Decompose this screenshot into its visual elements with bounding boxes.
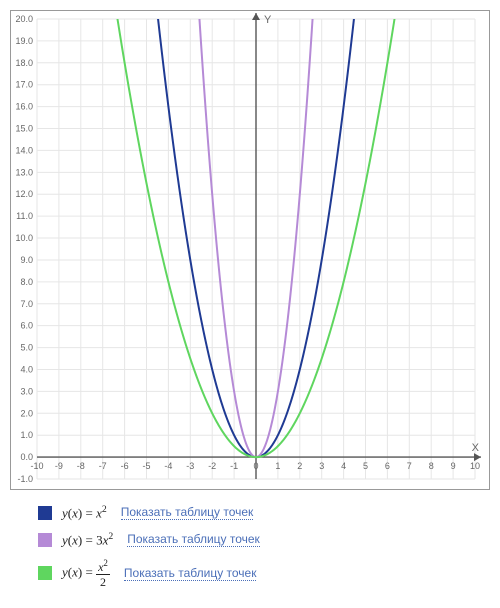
svg-text:9.0: 9.0 — [20, 255, 33, 265]
svg-text:-6: -6 — [121, 461, 129, 471]
svg-text:0: 0 — [253, 461, 258, 471]
svg-text:6.0: 6.0 — [20, 321, 33, 331]
svg-text:12.0: 12.0 — [15, 189, 33, 199]
chart-container: -10-9-8-7-6-5-4-3-2-1012345678910-1.00.0… — [10, 10, 490, 490]
svg-text:6: 6 — [385, 461, 390, 471]
svg-text:20.0: 20.0 — [15, 14, 33, 24]
svg-text:X: X — [472, 442, 480, 454]
legend-swatch — [38, 566, 52, 580]
svg-text:13.0: 13.0 — [15, 167, 33, 177]
svg-text:9: 9 — [451, 461, 456, 471]
svg-text:-2: -2 — [208, 461, 216, 471]
legend: y(x) = x2 Показать таблицу точек y(x) = … — [10, 504, 488, 588]
svg-text:3.0: 3.0 — [20, 386, 33, 396]
svg-text:Y: Y — [264, 14, 272, 26]
svg-text:18.0: 18.0 — [15, 58, 33, 68]
legend-row-3: y(x) = x22 Показать таблицу точек — [38, 559, 488, 588]
legend-formula: y(x) = x22 — [62, 559, 110, 588]
svg-text:1: 1 — [275, 461, 280, 471]
svg-text:4.0: 4.0 — [20, 364, 33, 374]
svg-text:10: 10 — [470, 461, 480, 471]
legend-row-1: y(x) = x2 Показать таблицу точек — [38, 504, 488, 521]
svg-text:2: 2 — [297, 461, 302, 471]
svg-text:5.0: 5.0 — [20, 343, 33, 353]
legend-formula: y(x) = 3x2 — [62, 531, 113, 548]
svg-text:1.0: 1.0 — [20, 430, 33, 440]
svg-text:-7: -7 — [99, 461, 107, 471]
svg-text:8: 8 — [429, 461, 434, 471]
svg-text:-10: -10 — [30, 461, 43, 471]
svg-text:7.0: 7.0 — [20, 299, 33, 309]
svg-text:7: 7 — [407, 461, 412, 471]
legend-swatch — [38, 506, 52, 520]
svg-text:4: 4 — [341, 461, 346, 471]
svg-text:-8: -8 — [77, 461, 85, 471]
svg-text:19.0: 19.0 — [15, 36, 33, 46]
svg-text:0.0: 0.0 — [20, 452, 33, 462]
svg-text:-1.0: -1.0 — [17, 474, 33, 484]
show-table-link[interactable]: Показать таблицу точек — [127, 532, 260, 547]
svg-text:3: 3 — [319, 461, 324, 471]
svg-text:-9: -9 — [55, 461, 63, 471]
show-table-link[interactable]: Показать таблицу точек — [121, 505, 254, 520]
svg-text:14.0: 14.0 — [15, 145, 33, 155]
svg-text:-5: -5 — [142, 461, 150, 471]
legend-row-2: y(x) = 3x2 Показать таблицу точек — [38, 531, 488, 548]
svg-text:-1: -1 — [230, 461, 238, 471]
svg-text:10.0: 10.0 — [15, 233, 33, 243]
parabola-chart: -10-9-8-7-6-5-4-3-2-1012345678910-1.00.0… — [11, 11, 489, 489]
svg-text:16.0: 16.0 — [15, 102, 33, 112]
svg-text:2.0: 2.0 — [20, 408, 33, 418]
svg-text:11.0: 11.0 — [16, 211, 33, 221]
legend-swatch — [38, 533, 52, 547]
show-table-link[interactable]: Показать таблицу точек — [124, 566, 257, 581]
svg-text:15.0: 15.0 — [15, 124, 33, 134]
svg-text:8.0: 8.0 — [20, 277, 33, 287]
svg-text:17.0: 17.0 — [15, 80, 33, 90]
svg-text:5: 5 — [363, 461, 368, 471]
legend-formula: y(x) = x2 — [62, 504, 107, 521]
svg-text:-4: -4 — [164, 461, 172, 471]
svg-text:-3: -3 — [186, 461, 194, 471]
